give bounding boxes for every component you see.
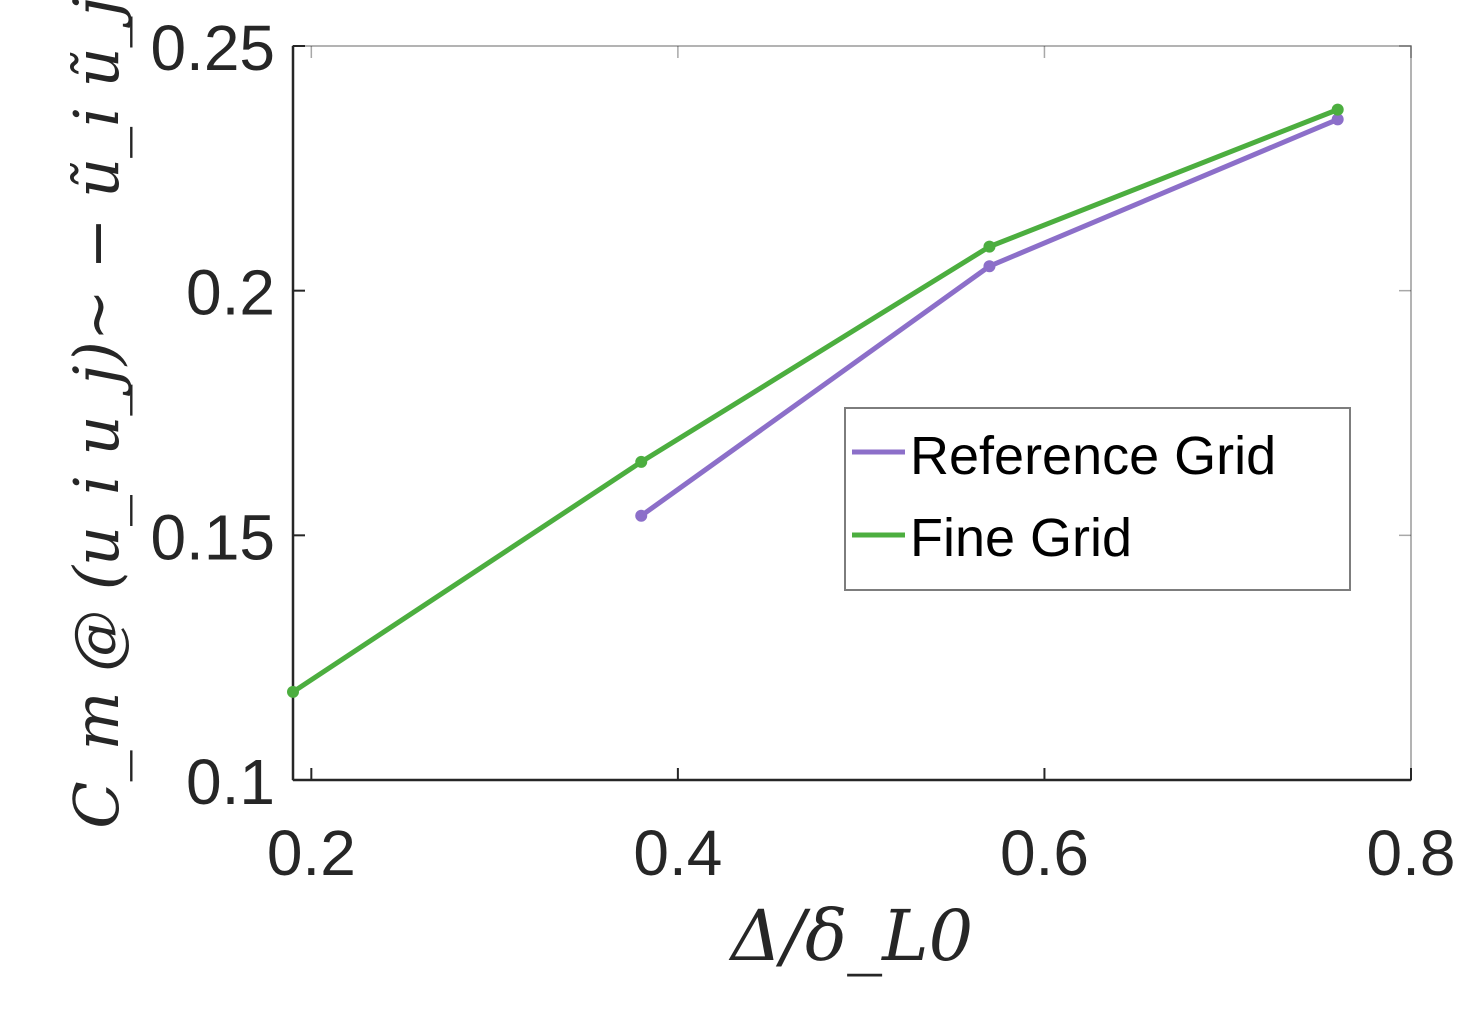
y-axis-label: C_m @ (u_i u_j)~ − ũ_i ũ_j: [60, 0, 133, 829]
data-point-reference-grid: [1331, 113, 1344, 126]
x-tick-label: 0.8: [1367, 817, 1456, 889]
series-layer: [287, 103, 1344, 698]
x-tick-label: 0.4: [633, 817, 722, 889]
data-point-fine-grid: [287, 685, 299, 698]
legend-label-fine-grid: Fine Grid: [910, 508, 1132, 568]
legend-box: [844, 407, 1351, 591]
y-axis-label-text: C_m @ (u_i u_j)~ − ũ_i ũ_j: [60, 0, 133, 829]
series-line-fine-grid: [291, 107, 1339, 695]
data-point-reference-grid: [635, 509, 648, 522]
x-axis-label: Δ/δ_L0: [728, 895, 973, 977]
y-tick-label: 0.25: [150, 12, 275, 84]
x-axis-ticks: 0.2 0.4 0.6 0.8: [267, 46, 1456, 889]
x-tick-label: 0.6: [1000, 817, 1089, 889]
y-tick-label: 0.1: [186, 746, 275, 818]
x-tick-label: 0.2: [267, 817, 356, 889]
legend: Reference Grid Fine Grid: [844, 407, 1351, 591]
y-axis-ticks: 0.1 0.15 0.2 0.25: [150, 12, 1411, 818]
data-point-fine-grid: [983, 240, 996, 253]
data-point-reference-grid: [983, 260, 996, 273]
legend-label-reference-grid: Reference Grid: [910, 426, 1276, 486]
y-tick-label: 0.15: [150, 501, 275, 573]
y-tick-label: 0.2: [186, 257, 275, 329]
data-point-fine-grid: [1331, 103, 1344, 116]
data-point-fine-grid: [635, 455, 648, 468]
